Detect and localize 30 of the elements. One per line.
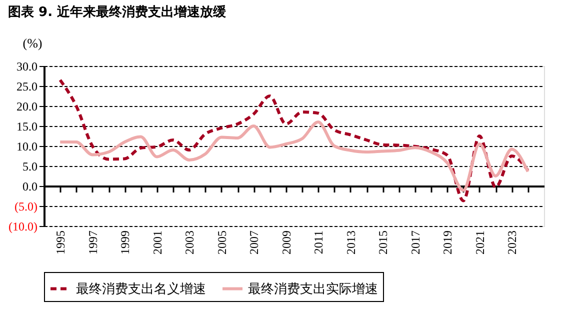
x-tick-label: 2021 xyxy=(472,230,487,254)
legend-label: 最终消费支出实际增速 xyxy=(248,280,378,296)
x-tick-label: 2003 xyxy=(182,230,197,254)
x-tick-label: 2015 xyxy=(376,230,390,254)
y-tick-label: (5.0) xyxy=(14,200,38,214)
y-tick-label: 5.0 xyxy=(22,160,38,174)
x-tick-label: 2001 xyxy=(150,230,164,254)
legend-label: 最终消费支出名义增速 xyxy=(76,280,206,296)
x-tick-label: 1999 xyxy=(118,230,132,254)
line-series xyxy=(58,78,530,202)
y-tick-label: 0.0 xyxy=(22,180,38,194)
y-axis-title: (%) xyxy=(22,36,42,50)
y-tick-label: 20.0 xyxy=(16,100,38,114)
x-tick-label: 2019 xyxy=(440,230,455,254)
x-tick-label: 2011 xyxy=(312,230,326,254)
x-tick-label: 2005 xyxy=(214,230,229,254)
x-tick-label: 1997 xyxy=(86,230,100,254)
y-tick-label: (10.0) xyxy=(8,220,38,234)
x-tick-label: 2013 xyxy=(344,230,358,254)
line-series xyxy=(58,120,530,192)
chart-title: 图表 9. 近年来最终消费支出增速放缓 xyxy=(8,4,228,20)
y-tick-label: 30.0 xyxy=(16,60,38,74)
x-tick-label: 2017 xyxy=(408,230,422,254)
x-tick-label: 2007 xyxy=(247,230,262,254)
x-tick-label: 2009 xyxy=(279,230,294,254)
x-tick-label: 1995 xyxy=(54,230,68,254)
y-tick-label: 10.0 xyxy=(16,140,38,154)
y-tick-label: 15.0 xyxy=(16,120,38,134)
y-tick-label: 25.0 xyxy=(16,80,38,94)
x-tick-label: 2023 xyxy=(505,230,520,254)
